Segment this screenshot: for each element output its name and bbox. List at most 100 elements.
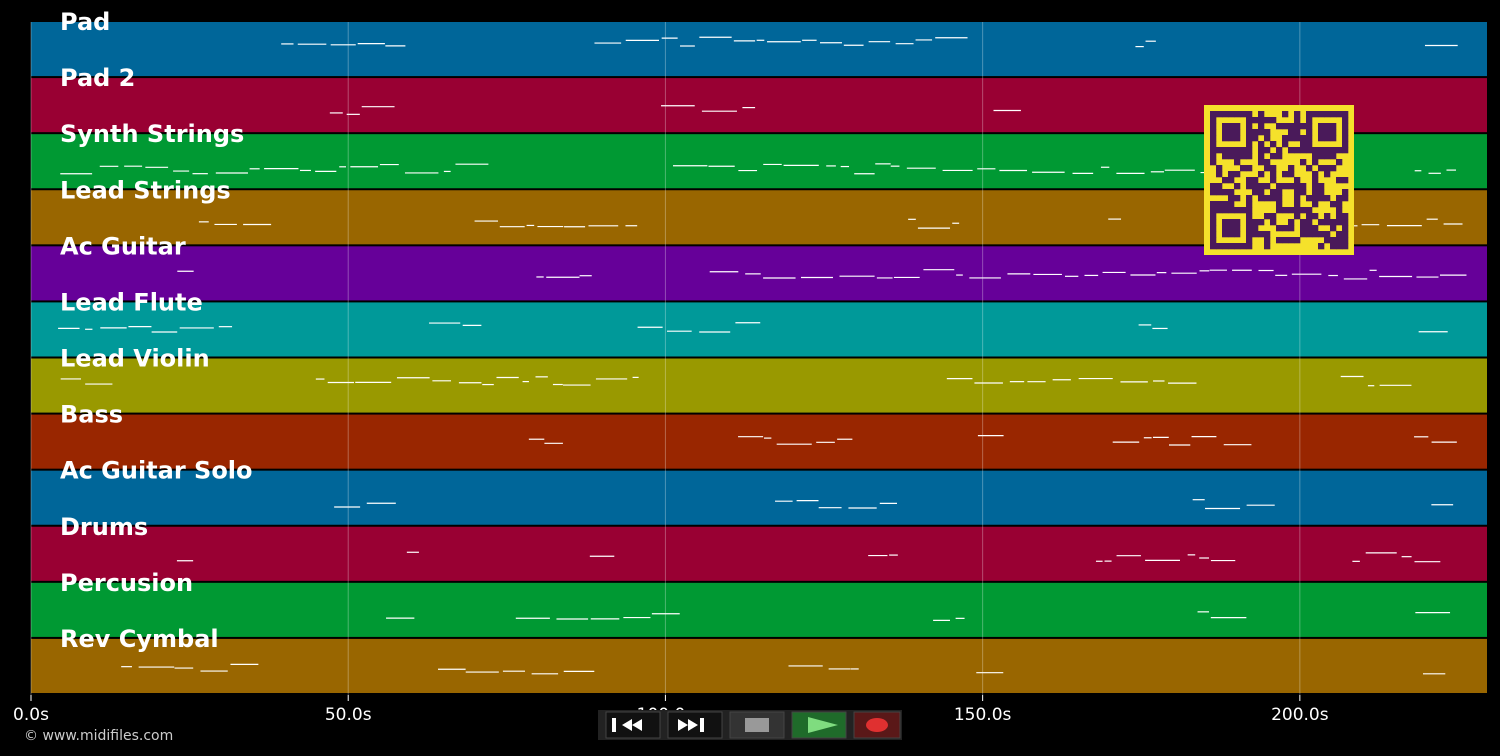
track-name: Synth Strings [60,120,244,148]
qr-cell [1300,231,1307,238]
track-name: Percusion [60,569,193,597]
qr-cell [1312,225,1319,232]
qr-cell [1234,231,1241,238]
qr-cell [1336,219,1343,226]
qr-cell [1222,123,1229,130]
qr-cell [1342,189,1349,196]
track-lane [31,358,1487,413]
qr-cell [1288,123,1295,130]
qr-cell [1234,153,1241,160]
qr-cell [1234,135,1241,142]
qr-cell [1234,219,1241,226]
qr-cell [1270,153,1277,160]
qr-cell [1294,207,1301,214]
qr-cell [1228,201,1235,208]
qr-cell [1300,159,1307,166]
qr-cell [1246,183,1253,190]
qr-cell [1288,183,1295,190]
qr-cell [1324,219,1331,226]
qr-cell [1276,183,1283,190]
qr-cell [1258,195,1265,202]
rewind-button[interactable] [605,711,661,739]
qr-cell [1336,237,1343,244]
qr-cell [1294,111,1301,118]
qr-cell [1264,231,1271,238]
qr-cell [1222,201,1229,208]
qr-cell [1210,243,1217,250]
qr-cell [1306,111,1313,118]
qr-cell [1336,243,1343,250]
qr-cell [1222,243,1229,250]
qr-cell [1294,135,1301,142]
qr-cell [1330,201,1337,208]
qr-cell [1252,183,1259,190]
qr-cell [1330,153,1337,160]
track-name: Lead Violin [60,345,210,373]
qr-cell [1276,189,1283,196]
qr-cell [1342,231,1349,238]
qr-cell [1234,171,1241,178]
qr-cell [1234,207,1241,214]
qr-cell [1258,183,1265,190]
play-button[interactable] [791,711,847,739]
qr-cell [1270,177,1277,184]
qr-cell [1300,147,1307,154]
qr-cell [1246,129,1253,136]
qr-cell [1288,219,1295,226]
qr-cell [1228,153,1235,160]
qr-cell [1318,111,1325,118]
qr-cell [1264,165,1271,172]
qr-cell [1210,225,1217,232]
notes [58,36,1467,675]
qr-cell [1252,219,1259,226]
labels: Pad Pad 2 Synth Strings Lead Strings Ac Guit… [60,8,253,653]
qr-cell [1222,219,1229,226]
qr-cell [1306,213,1313,220]
qr-cell [1240,243,1247,250]
qr-cell [1300,135,1307,142]
qr-cell [1216,243,1223,250]
qr-code [1204,105,1354,255]
qr-cell [1324,135,1331,142]
qr-cell [1330,219,1337,226]
qr-cell [1276,225,1283,232]
qr-cell [1222,177,1229,184]
qr-cell [1342,177,1349,184]
qr-cell [1252,135,1259,142]
qr-cell [1264,117,1271,124]
qr-cell [1228,219,1235,226]
qr-cell [1252,225,1259,232]
qr-cell [1222,231,1229,238]
track-lane [31,414,1487,469]
qr-cell [1246,213,1253,220]
qr-cell [1324,111,1331,118]
qr-cell [1324,129,1331,136]
qr-cell [1336,177,1343,184]
qr-cell [1258,231,1265,238]
qr-cell [1312,153,1319,160]
qr-cell [1300,141,1307,148]
qr-cell [1276,195,1283,202]
track-name: Ac Guitar Solo [60,457,253,485]
qr-cell [1210,111,1217,118]
qr-cell [1234,111,1241,118]
qr-cell [1300,225,1307,232]
qr-cell [1306,117,1313,124]
qr-cell [1312,213,1319,220]
stop-button[interactable] [729,711,785,739]
qr-cell [1210,219,1217,226]
qr-cell [1216,207,1223,214]
qr-cell [1210,231,1217,238]
qr-cell [1234,159,1241,166]
qr-cell [1312,195,1319,202]
qr-cell [1294,183,1301,190]
qr-cell [1216,201,1223,208]
qr-cell [1246,177,1253,184]
qr-cell [1288,135,1295,142]
qr-cell [1258,111,1265,118]
qr-cell [1228,225,1235,232]
qr-cell [1210,153,1217,160]
record-button[interactable] [853,711,901,739]
forward-button[interactable] [667,711,723,739]
